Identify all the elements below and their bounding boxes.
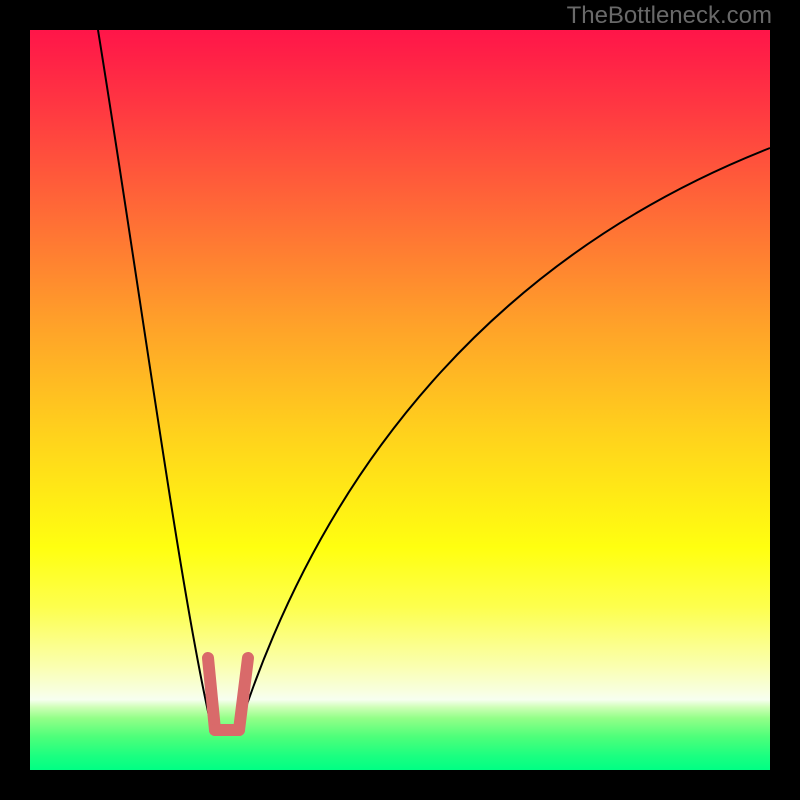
bottleneck-curve xyxy=(30,30,770,770)
plot-area xyxy=(30,30,770,770)
chart-stage: TheBottleneck.com xyxy=(0,0,800,800)
curve-left-branch xyxy=(98,30,211,725)
watermark-text: TheBottleneck.com xyxy=(567,2,772,30)
valley-marker-left xyxy=(208,658,215,730)
valley-marker-right xyxy=(239,658,248,730)
curve-right-branch xyxy=(240,148,770,725)
